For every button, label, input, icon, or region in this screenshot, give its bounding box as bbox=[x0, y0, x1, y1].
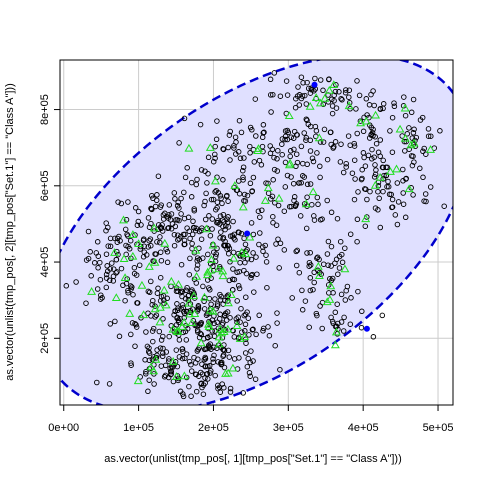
y-tick-label: 6e+05 bbox=[39, 170, 51, 201]
data-point bbox=[106, 405, 111, 410]
x-axis-label: as.vector(unlist(tmp_pos[, 1][tmp_pos["S… bbox=[104, 453, 401, 465]
x-tick-label: 1e+05 bbox=[123, 422, 154, 434]
x-tick-label: 4e+05 bbox=[348, 422, 379, 434]
y-tick-label: 8e+05 bbox=[39, 94, 51, 125]
x-tick-label: 3e+05 bbox=[273, 422, 304, 434]
blue-point bbox=[245, 231, 250, 236]
data-point bbox=[380, 313, 385, 318]
blue-point bbox=[364, 326, 369, 331]
y-axis-label: as.vector(unlist(tmp_pos[, 2][tmp_pos["S… bbox=[4, 83, 16, 380]
y-tick-label: 4e+05 bbox=[39, 247, 51, 278]
x-tick-label: 2e+05 bbox=[198, 422, 229, 434]
x-tick-label: 0e+00 bbox=[48, 422, 79, 434]
x-axis: 0e+00 1e+05 2e+05 3e+05 4e+05 5e+05 bbox=[48, 405, 453, 434]
blue-point bbox=[312, 82, 317, 87]
x-tick-label: 5e+05 bbox=[423, 422, 454, 434]
y-tick-label: 2e+05 bbox=[39, 323, 51, 354]
y-axis: 2e+05 4e+05 6e+05 8e+05 bbox=[39, 94, 60, 354]
